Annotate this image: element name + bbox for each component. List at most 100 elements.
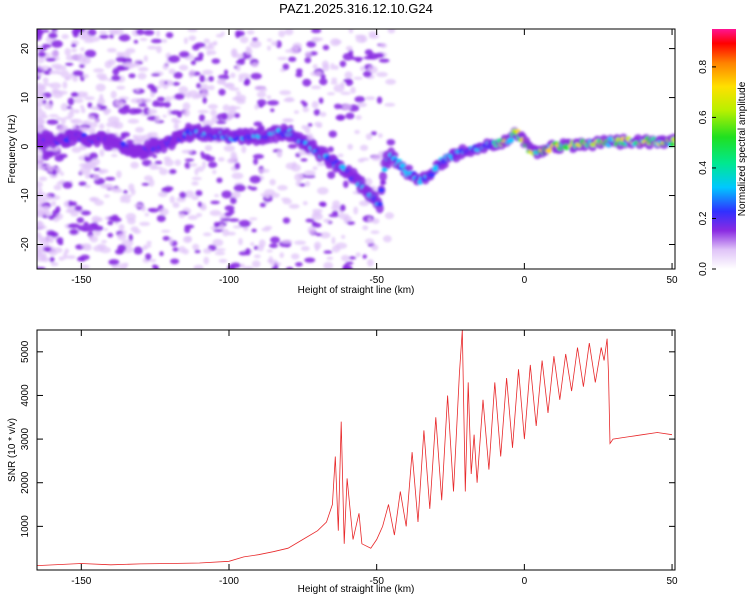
spectrogram-noise-blob <box>364 238 375 245</box>
spectrogram-noise-blob <box>178 86 189 94</box>
spectrogram-noise-blob <box>196 212 203 218</box>
spectrogram-noise-blob <box>208 85 215 91</box>
spectrogram-noise-blob <box>245 46 252 52</box>
spectrogram-noise-blob <box>269 178 276 186</box>
spectrogram-noise-blob <box>202 120 214 127</box>
spectrogram-noise-blob <box>93 167 101 172</box>
spectrogram-noise-blob <box>71 48 77 53</box>
spectrogram-noise-blob <box>202 161 207 169</box>
spectrogram-noise-blob <box>376 96 383 104</box>
spectrogram-noise-blob <box>52 168 57 176</box>
spectrogram-noise-blob <box>319 78 328 86</box>
spectrogram-noise-blob <box>156 96 166 102</box>
spectrogram-noise-blob <box>218 258 228 263</box>
spectrogram-noise-blob <box>158 79 166 87</box>
spectrogram-noise-blob <box>355 252 361 258</box>
spectrogram-noise-blob <box>60 103 69 112</box>
spectrogram-noise-blob <box>243 226 249 231</box>
spectrogram-noise-blob <box>266 38 273 42</box>
spectrogram-noise-blob <box>350 86 356 94</box>
spectrogram-noise-blob <box>70 92 79 97</box>
spectrogram-noise-blob <box>317 187 329 195</box>
spectrogram-noise-blob <box>311 36 321 43</box>
spectrogram-noise-blob <box>128 234 133 242</box>
spectrogram-noise-blob <box>118 101 124 107</box>
spectrogram-noise-blob <box>167 108 173 116</box>
spectrogram-noise-blob <box>284 29 294 36</box>
spectrogram-noise-blob <box>209 209 222 216</box>
spectrogram-noise-blob <box>50 231 59 238</box>
spectrogram-noise-blob <box>217 74 230 80</box>
spectrogram-noise-blob <box>133 39 139 44</box>
spectrogram-noise-blob <box>222 228 230 237</box>
spectrogram-noise-blob <box>156 30 161 37</box>
spectrogram-noise-blob <box>302 78 312 87</box>
spectrogram-noise-blob <box>253 245 259 250</box>
spectrogram-noise-blob <box>319 231 331 239</box>
spectrogram-noise-blob <box>278 30 286 38</box>
spectrogram-noise-blob <box>72 70 84 77</box>
spectrogram-noise-blob <box>235 63 241 72</box>
spectrogram-noise-blob <box>377 133 383 139</box>
spectrogram-noise-blob <box>302 107 310 113</box>
snr-y-tick-label: 1000 <box>20 515 31 538</box>
spectrogram-noise-blob <box>362 254 367 259</box>
spectrogram-noise-blob <box>79 64 85 69</box>
spectrogram-noise-blob <box>355 115 362 120</box>
spectrogram-noise-blob <box>173 71 183 79</box>
spectrogram-y-tick-label: -20 <box>20 237 31 252</box>
snr-x-tick-label: -100 <box>219 576 239 587</box>
spectrogram-noise-blob <box>250 242 255 247</box>
spectrogram-noise-blob <box>110 153 118 158</box>
spectrogram-noise-blob <box>365 133 373 140</box>
spectrogram-noise-blob <box>50 50 60 58</box>
spectrogram-noise-blob <box>353 206 359 215</box>
spectrogram-noise-blob <box>371 218 380 224</box>
spectrogram-noise-blob <box>174 159 181 166</box>
spectrogram-noise-blob <box>65 209 77 214</box>
spectrogram-ridge-halo <box>405 164 414 172</box>
spectrogram-noise-blob <box>259 202 266 208</box>
colorbar-ticks: 0.0 0.2 0.4 0.6 0.8 <box>698 60 716 276</box>
spectrogram-noise-blob <box>202 232 212 237</box>
spectrogram-noise-blob <box>215 33 224 38</box>
spectrogram-noise-blob <box>182 109 191 117</box>
spectrogram-noise-blob <box>364 96 376 101</box>
spectrogram-noise-blob <box>44 210 52 217</box>
spectrogram-noise-blob <box>342 265 353 269</box>
spectrogram-noise-blob <box>178 212 186 219</box>
spectrogram-noise-blob <box>384 212 395 220</box>
spectrogram-noise-blob <box>210 109 217 116</box>
spectrogram-noise-blob <box>88 127 96 135</box>
spectrogram-noise-blob <box>233 184 246 192</box>
spectrogram-noise-blob <box>43 70 52 75</box>
spectrogram-noise-blob <box>249 40 262 49</box>
spectrogram-noise-blob <box>314 244 320 252</box>
spectrogram-noise-blob <box>256 91 267 98</box>
spectrogram-noise-blob <box>42 99 47 105</box>
spectrogram-noise-blob <box>304 51 312 58</box>
spectrogram-noise-blob <box>194 249 201 254</box>
spectrogram-noise-blob <box>118 34 131 42</box>
spectrogram-noise-blob <box>97 97 106 106</box>
spectrogram-x-axis-label: Height of straight line (km) <box>298 285 415 296</box>
spectrogram-noise-blob <box>364 49 373 56</box>
spectrogram-noise-blob <box>189 69 195 76</box>
spectrogram-noise-blob <box>363 55 375 60</box>
spectrogram-noise-blob <box>164 159 174 167</box>
spectrogram-noise-blob <box>174 93 185 100</box>
colorbar-tick-label: 0.2 <box>698 211 709 225</box>
spectrogram-noise-blob <box>181 149 193 154</box>
spectrogram-noise-blob <box>331 77 338 81</box>
spectrogram-noise-blob <box>254 254 261 259</box>
spectrogram-noise-blob <box>118 224 125 231</box>
spectrogram-noise-blob <box>277 185 288 191</box>
spectrogram-noise-blob <box>264 193 271 199</box>
spectrogram-noise-blob <box>287 143 298 149</box>
spectrogram-noise-blob <box>39 65 51 71</box>
spectrogram-noise-blob <box>61 34 69 40</box>
spectrogram-ridge-core <box>670 136 675 142</box>
spectrogram-noise-blob <box>215 120 227 125</box>
spectrogram-noise-blob <box>111 214 119 220</box>
spectrogram-noise-blob <box>241 145 247 154</box>
